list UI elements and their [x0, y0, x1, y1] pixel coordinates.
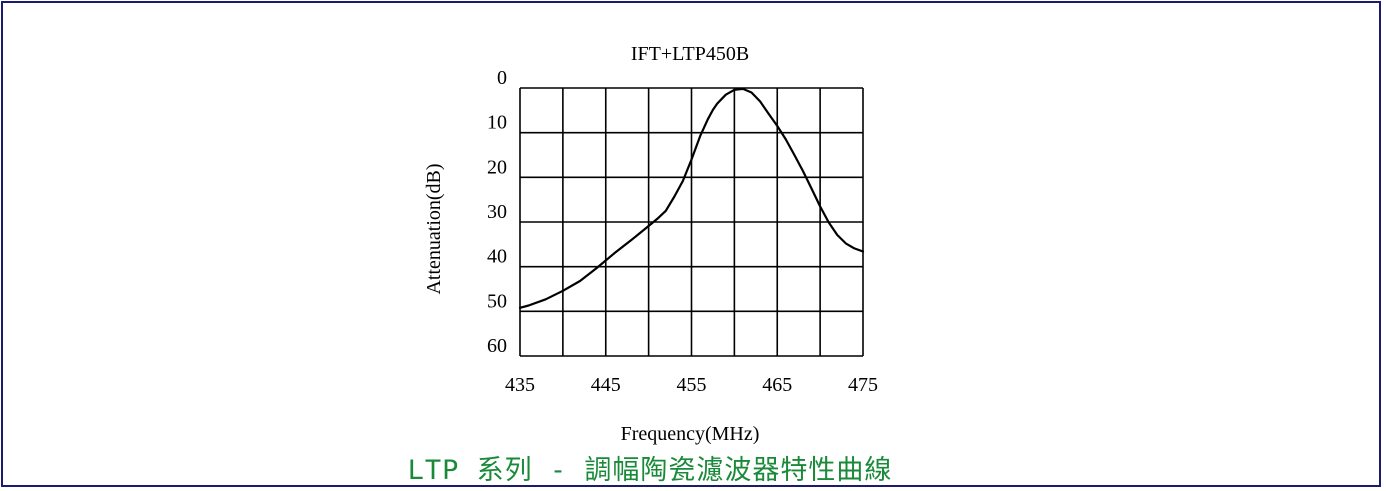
x-tick-label: 465 — [762, 374, 792, 396]
y-tick-label: 20 — [487, 156, 507, 178]
y-tick-label: 30 — [487, 201, 507, 223]
x-tick-labels: 435 445 455 465 475 — [505, 374, 878, 396]
y-tick-label: 10 — [487, 112, 507, 134]
series-layer — [518, 87, 865, 309]
y-axis-label: Attenuation(dB) — [423, 163, 445, 294]
x-tick-label: 445 — [591, 374, 621, 396]
figure-caption: LTP 系列 - 調幅陶瓷濾波器特性曲線 — [407, 455, 893, 486]
series-line-0 — [518, 87, 865, 309]
x-tick-label: 455 — [677, 374, 707, 396]
y-tick-label: 50 — [487, 290, 507, 312]
x-tick-label: 475 — [848, 374, 878, 396]
chart-grid — [519, 87, 864, 357]
y-tick-label: 0 — [497, 67, 507, 89]
y-tick-label: 60 — [487, 335, 507, 357]
y-tick-label: 40 — [487, 246, 507, 268]
y-tick-labels: 0 10 20 30 40 50 60 — [487, 67, 507, 357]
x-tick-label: 435 — [505, 374, 535, 396]
chart-title: IFT+LTP450B — [631, 43, 749, 65]
x-axis-label: Frequency(MHz) — [621, 423, 760, 445]
